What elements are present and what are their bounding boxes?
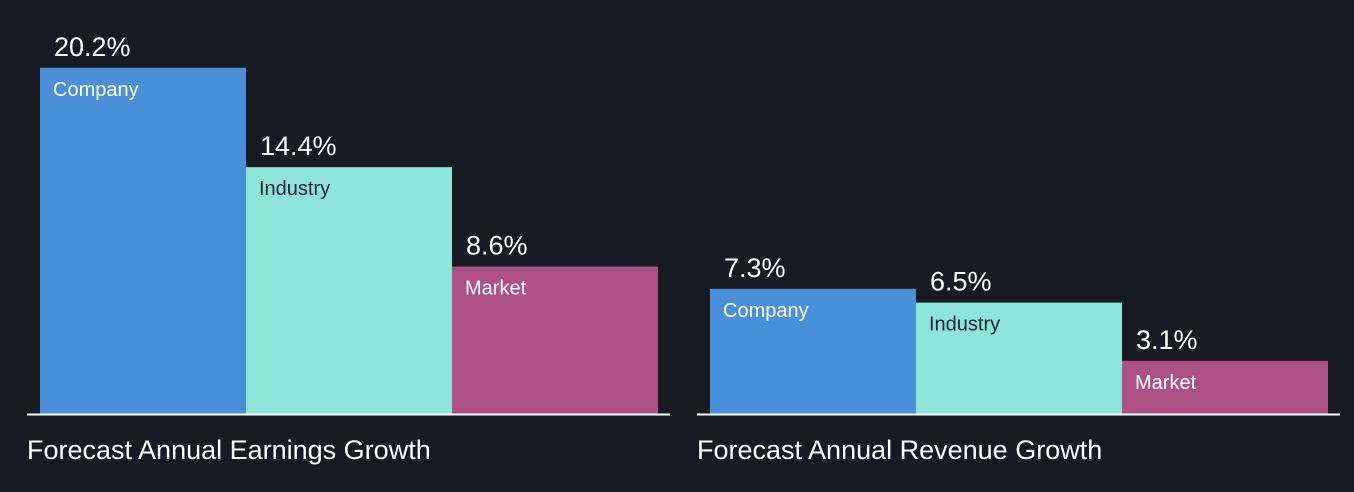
- value-label-revenue-market: 3.1%: [1136, 325, 1198, 355]
- category-label-earnings-company: Company: [53, 79, 139, 101]
- value-label-earnings-market: 8.6%: [466, 231, 528, 261]
- value-label-earnings-industry: 14.4%: [260, 131, 337, 161]
- category-label-revenue-industry: Industry: [929, 314, 1000, 336]
- value-label-earnings-company: 20.2%: [54, 32, 131, 62]
- bar-earnings-market: [452, 266, 658, 414]
- bar-earnings-company: [40, 67, 246, 414]
- chart-title-earnings: Forecast Annual Earnings Growth: [27, 435, 431, 465]
- value-label-revenue-industry: 6.5%: [930, 267, 992, 297]
- chart-revenue: 7.3% Company 6.5% Industry 3.1% Market Forecas…: [697, 253, 1340, 465]
- bar-revenue-industry: [916, 302, 1122, 414]
- value-label-revenue-company: 7.3%: [724, 253, 786, 283]
- category-label-earnings-market: Market: [465, 278, 527, 300]
- category-label-revenue-market: Market: [1135, 372, 1197, 394]
- bar-earnings-industry: [246, 167, 452, 414]
- chart-earnings: 20.2% Company 14.4% Industry 8.6% Market Forec…: [27, 32, 670, 465]
- bar-revenue-company: [710, 288, 916, 414]
- category-label-earnings-industry: Industry: [259, 178, 330, 200]
- bar-revenue-market: [1122, 360, 1328, 414]
- chart-title-revenue: Forecast Annual Revenue Growth: [697, 435, 1102, 465]
- category-label-revenue-company: Company: [723, 300, 809, 322]
